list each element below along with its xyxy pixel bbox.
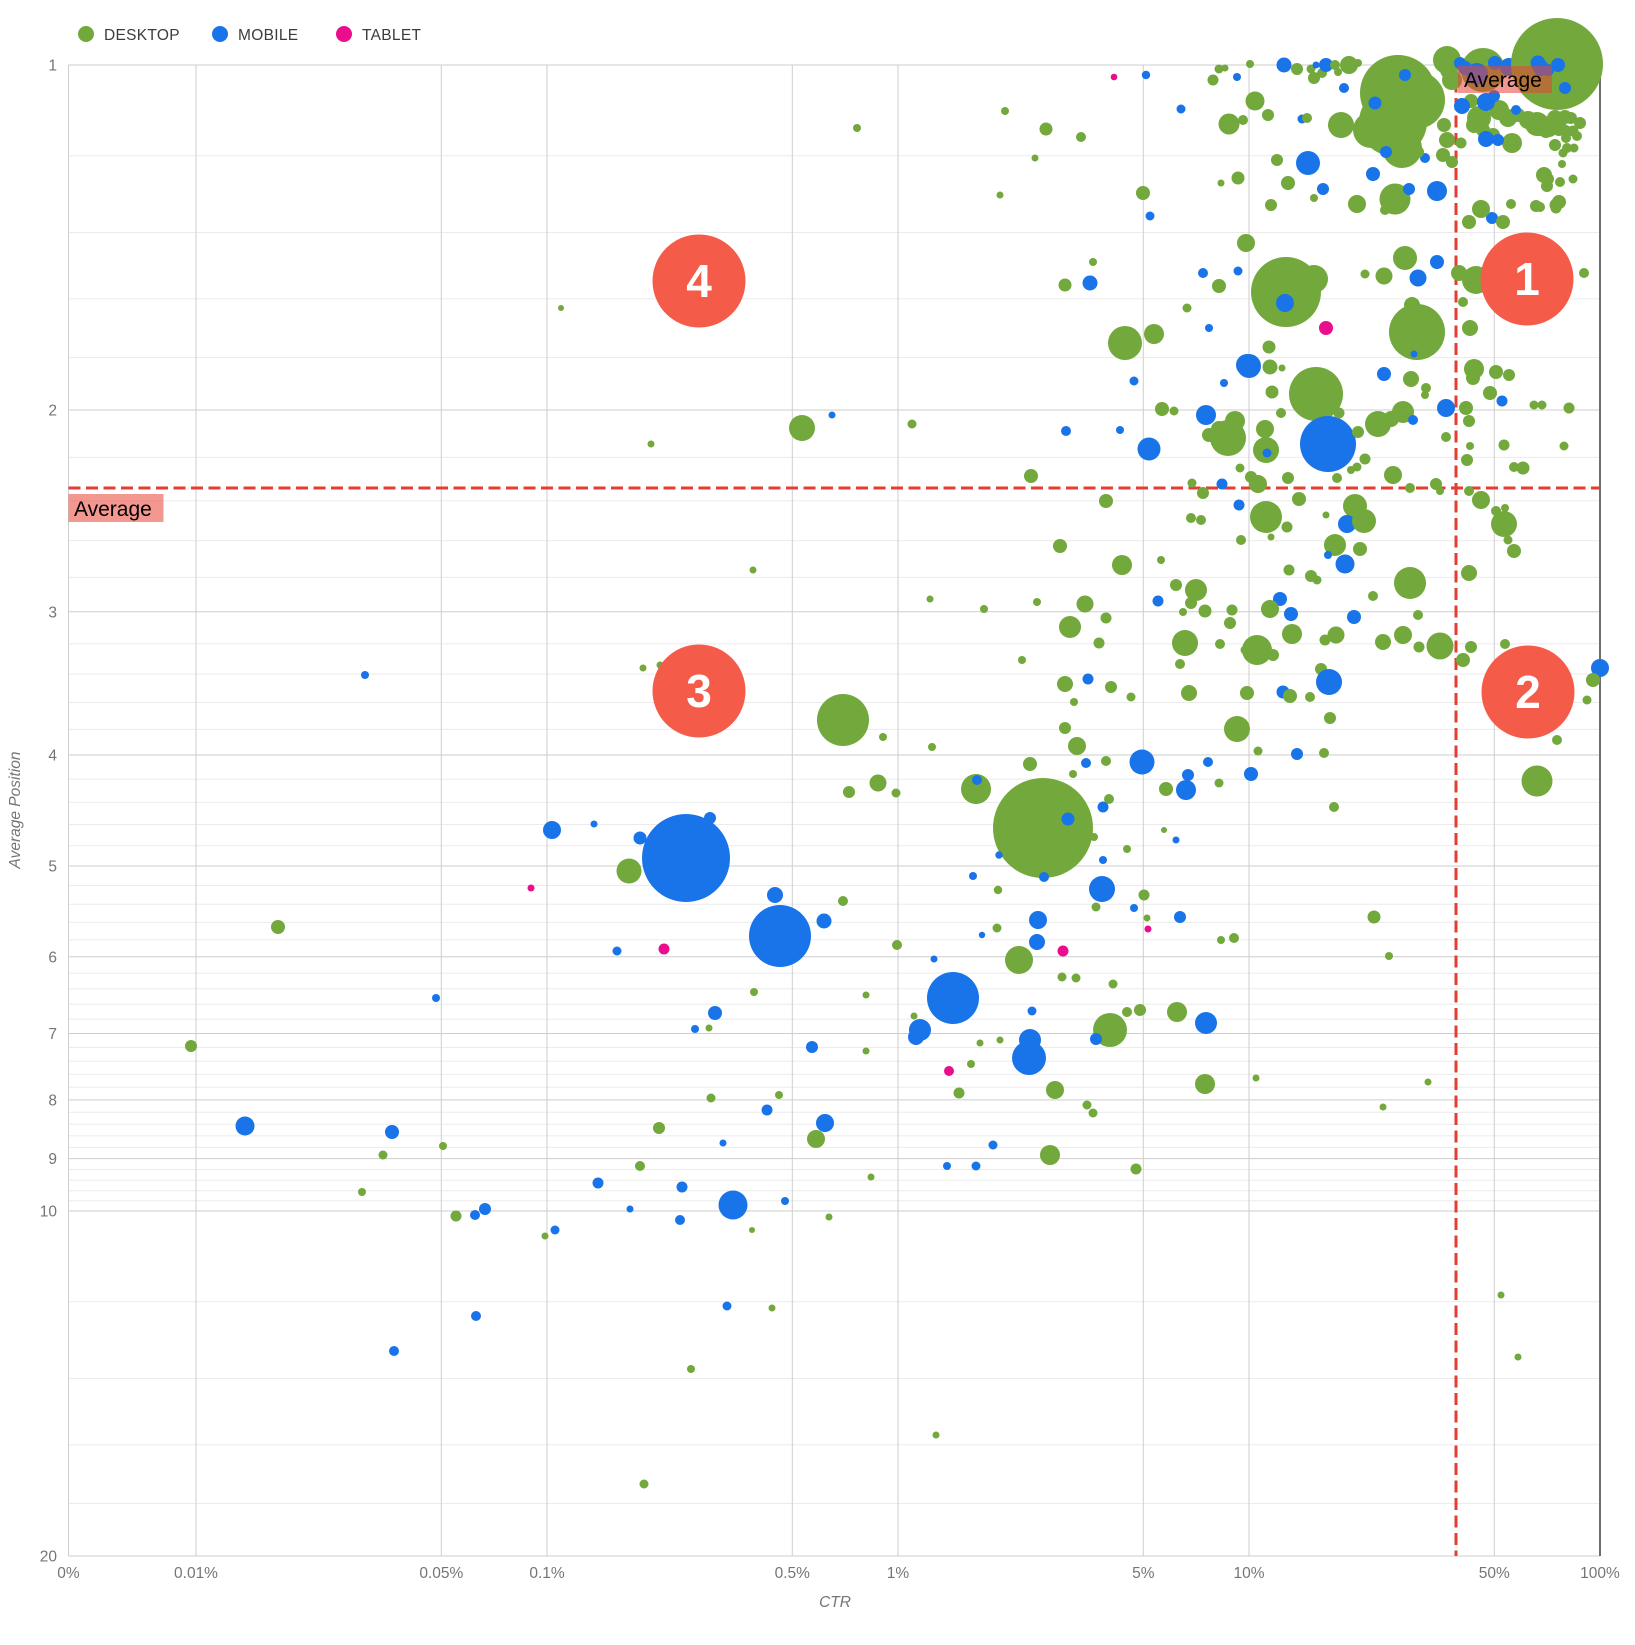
svg-text:2: 2: [1515, 666, 1541, 718]
svg-text:10%: 10%: [1233, 1565, 1264, 1582]
svg-text:Average Position: Average Position: [7, 752, 24, 870]
svg-text:0.5%: 0.5%: [775, 1565, 811, 1582]
svg-text:20: 20: [40, 1549, 58, 1566]
svg-text:100%: 100%: [1580, 1565, 1620, 1582]
svg-text:3: 3: [686, 665, 712, 717]
svg-text:Average: Average: [1464, 69, 1542, 92]
svg-text:3: 3: [48, 604, 57, 621]
svg-text:5: 5: [48, 859, 57, 876]
svg-text:0.05%: 0.05%: [419, 1565, 463, 1582]
svg-text:Average: Average: [74, 498, 152, 521]
svg-text:2: 2: [48, 403, 57, 420]
svg-text:8: 8: [48, 1092, 57, 1109]
svg-text:10: 10: [40, 1204, 58, 1221]
svg-text:0%: 0%: [57, 1565, 80, 1582]
svg-text:50%: 50%: [1479, 1565, 1510, 1582]
svg-text:7: 7: [48, 1026, 57, 1043]
svg-text:DESKTOP: DESKTOP: [104, 27, 180, 44]
svg-text:4: 4: [686, 255, 712, 307]
svg-text:1: 1: [1514, 253, 1540, 305]
svg-text:MOBILE: MOBILE: [238, 27, 298, 44]
svg-text:TABLET: TABLET: [362, 27, 421, 44]
svg-text:9: 9: [48, 1151, 57, 1168]
svg-text:1%: 1%: [887, 1565, 910, 1582]
svg-text:4: 4: [48, 748, 57, 765]
svg-text:5%: 5%: [1132, 1565, 1155, 1582]
svg-text:0.01%: 0.01%: [174, 1565, 218, 1582]
svg-text:6: 6: [48, 949, 57, 966]
svg-text:CTR: CTR: [819, 1594, 851, 1611]
svg-text:0.1%: 0.1%: [529, 1565, 565, 1582]
svg-text:1: 1: [48, 58, 57, 75]
